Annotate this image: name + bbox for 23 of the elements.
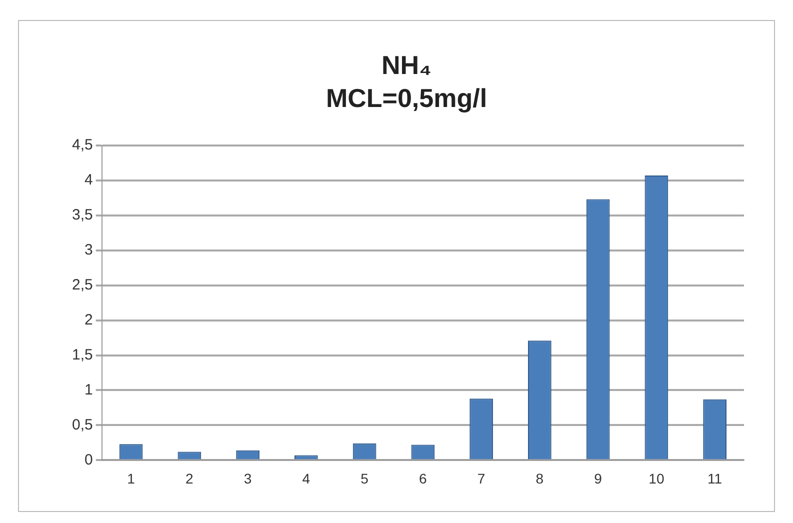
x-tick-label: 1 xyxy=(127,470,136,486)
x-tick-label: 9 xyxy=(594,470,602,486)
x-tick-label: 5 xyxy=(360,470,369,486)
x-tick-label: 4 xyxy=(302,470,310,486)
y-tick-label: 0,5 xyxy=(72,416,93,434)
chart-subtitle: MCL=0,5mg/l xyxy=(326,82,488,113)
y-tick-label: 3,5 xyxy=(72,206,93,224)
y-tick-label: 2,5 xyxy=(72,276,93,294)
chart-title: NH₄ xyxy=(382,50,432,80)
y-tick-label: 0 xyxy=(84,451,93,468)
y-tick-label: 2 xyxy=(84,311,93,328)
x-tick-label: 6 xyxy=(419,470,428,486)
y-tick-label: 1 xyxy=(84,381,93,398)
y-tick-label: 1,5 xyxy=(72,346,93,364)
x-tick-label: 11 xyxy=(708,470,722,486)
y-tick-label: 3 xyxy=(84,241,93,258)
x-tick-label: 2 xyxy=(186,470,194,486)
x-tick-label: 7 xyxy=(477,470,486,486)
x-tick-label: 8 xyxy=(536,470,544,486)
x-tick-label: 10 xyxy=(648,470,664,486)
x-tick-label: 3 xyxy=(244,470,252,486)
y-tick-label: 4,5 xyxy=(72,136,93,154)
y-tick-label: 4 xyxy=(84,172,93,189)
